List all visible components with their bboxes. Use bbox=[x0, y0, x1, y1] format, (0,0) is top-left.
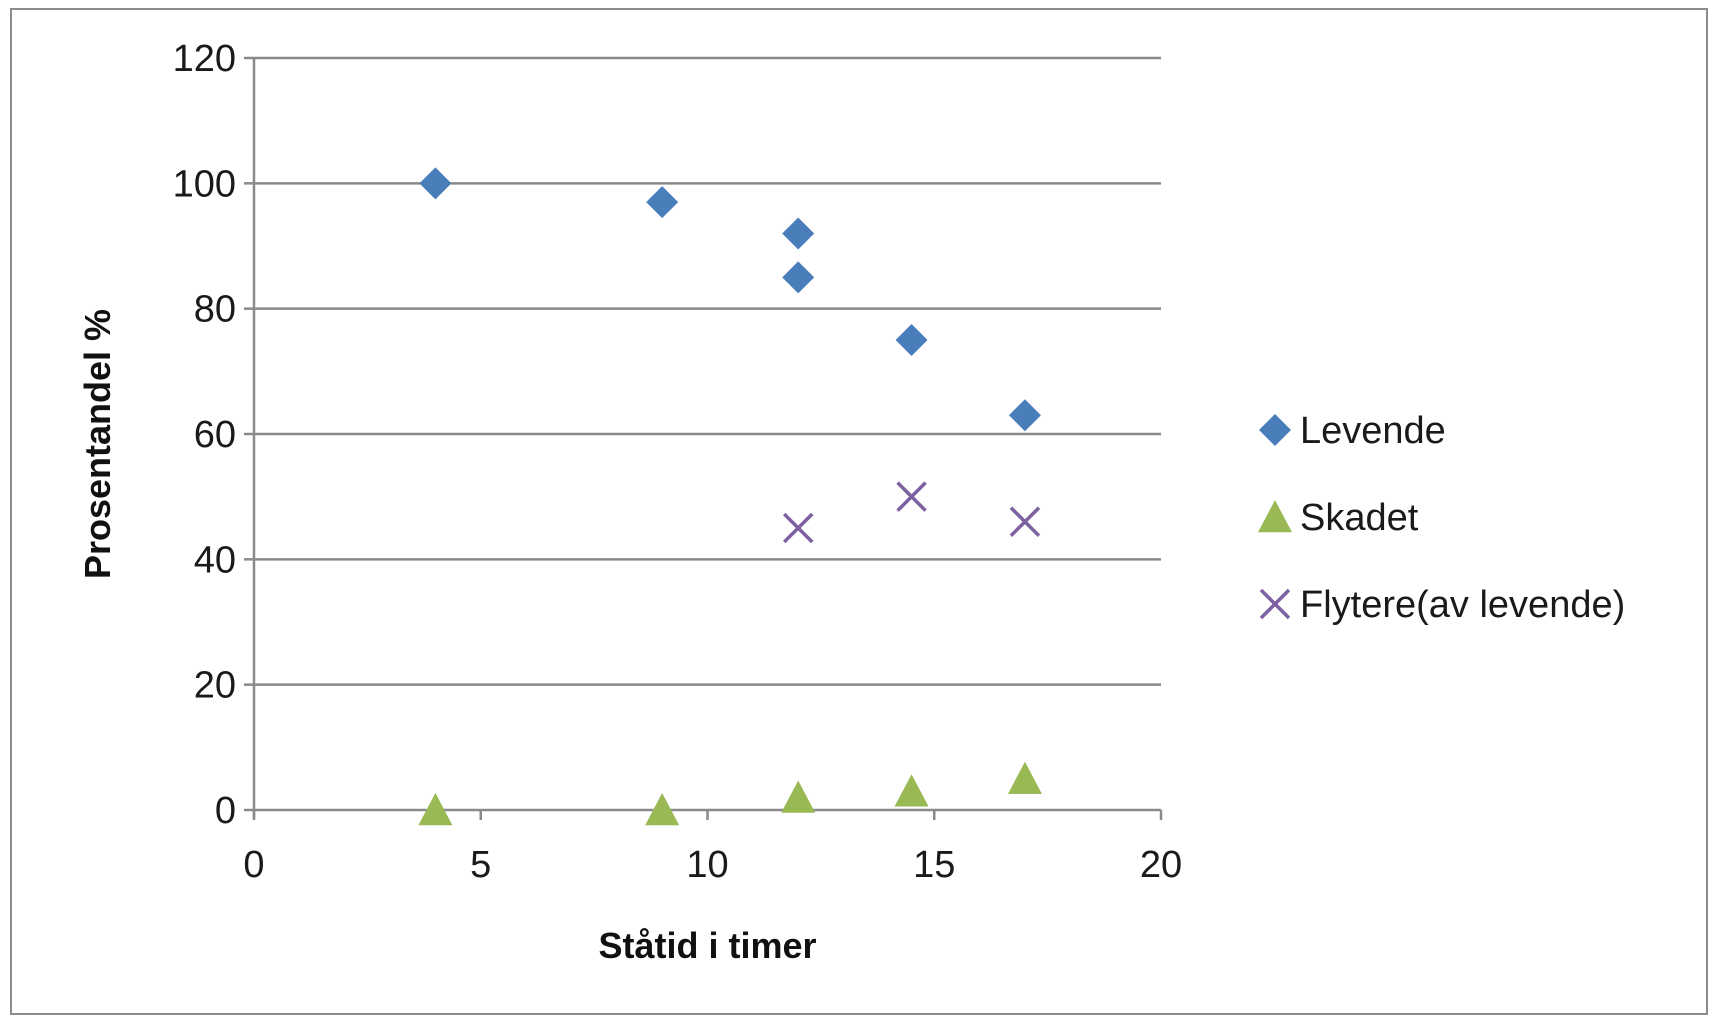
legend-marker-triangle bbox=[1258, 500, 1292, 533]
x-tick-label: 0 bbox=[243, 844, 264, 886]
legend: Levende Skadet Flytere(av levende) bbox=[1258, 410, 1625, 626]
point-diamond bbox=[646, 186, 679, 219]
point-triangle bbox=[418, 793, 453, 826]
legend-label: Flytere(av levende) bbox=[1300, 584, 1625, 626]
x-axis-title: Ståtid i timer bbox=[598, 925, 816, 966]
point-triangle bbox=[894, 774, 929, 807]
legend-marker-x bbox=[1259, 588, 1291, 620]
legend-item: Skadet bbox=[1258, 497, 1419, 539]
point-diamond bbox=[782, 217, 815, 250]
legend-label: Levende bbox=[1300, 410, 1446, 452]
point-x bbox=[782, 512, 814, 544]
point-diamond bbox=[782, 261, 815, 294]
x-tick-label: 15 bbox=[913, 844, 955, 886]
y-axis-title: Prosentandel % bbox=[77, 309, 118, 579]
x-tick-label: 10 bbox=[686, 844, 728, 886]
x-tick-label: 20 bbox=[1140, 844, 1182, 886]
point-triangle bbox=[781, 780, 816, 813]
data-points bbox=[418, 167, 1042, 826]
legend-marker-diamond bbox=[1259, 414, 1291, 446]
legend-label: Skadet bbox=[1300, 497, 1419, 539]
point-diamond bbox=[895, 324, 928, 356]
y-tick-label: 80 bbox=[194, 289, 236, 331]
point-diamond bbox=[419, 167, 452, 200]
y-tick-label: 120 bbox=[173, 38, 236, 80]
y-tick-label: 0 bbox=[215, 790, 236, 832]
point-triangle bbox=[1007, 761, 1042, 794]
tick-labels: 0 20 40 60 80 100 120 0 5 10 15 20 bbox=[173, 38, 1183, 886]
y-tick-label: 40 bbox=[194, 539, 236, 581]
point-diamond bbox=[1008, 399, 1041, 432]
chart-frame bbox=[10, 8, 1708, 1015]
y-tick-label: 60 bbox=[194, 414, 236, 456]
point-x bbox=[1009, 506, 1041, 537]
point-triangle bbox=[645, 793, 680, 826]
gridlines bbox=[254, 56, 1161, 686]
axes bbox=[244, 56, 1163, 820]
x-tick-label: 5 bbox=[470, 844, 491, 886]
point-x bbox=[896, 481, 927, 512]
legend-item: Flytere(av levende) bbox=[1259, 584, 1625, 626]
legend-item: Levende bbox=[1259, 410, 1446, 452]
y-tick-label: 20 bbox=[194, 665, 236, 707]
y-tick-label: 100 bbox=[173, 163, 236, 205]
